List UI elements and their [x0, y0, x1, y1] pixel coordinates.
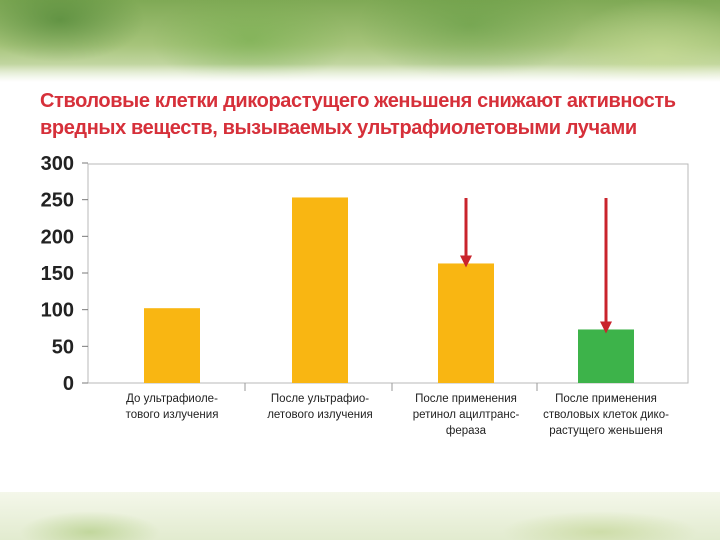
slide-title: Стволовые клетки дикорастущего женьшеня …	[40, 88, 700, 142]
x-category-label: После ультрафио-летового излучения	[267, 393, 373, 421]
y-tick-label: 100	[41, 300, 74, 322]
x-category-label-line: летового излучения	[267, 409, 373, 421]
y-tick-label: 250	[41, 190, 74, 212]
x-category-label-line: ретинол ацилтранс-	[413, 409, 520, 421]
y-tick-label: 50	[52, 336, 74, 358]
arrows	[460, 198, 612, 334]
slide-title-line-1: Стволовые клетки дикорастущего женьшеня …	[40, 90, 676, 112]
y-tick-label: 200	[41, 226, 74, 248]
x-category-label-line: После ультрафио-	[271, 393, 369, 405]
x-category-label-line: До ультрафиоле-	[126, 393, 218, 405]
x-category-label-line: тового излучения	[126, 409, 219, 421]
header-leaf-photo	[0, 0, 720, 82]
bar	[144, 308, 200, 383]
x-axis: До ультрафиоле-тового излучения После уль…	[126, 383, 669, 437]
bar	[292, 197, 348, 383]
footer-leaf-photo	[0, 492, 720, 540]
slide-title-line-2: вредных веществ, вызываемых ультрафиолет…	[40, 117, 637, 139]
x-category-label: После применения ретинол ацилтранс-фераза	[413, 393, 520, 437]
y-tick-label: 300	[41, 153, 74, 175]
y-tick-label: 150	[41, 263, 74, 285]
x-category-label-line: растущего женьшеня	[549, 425, 663, 437]
x-category-label: После применения стволовых клеток дико-ра…	[543, 393, 669, 437]
y-tick-label: 0	[63, 373, 74, 395]
bar	[578, 329, 634, 383]
down-arrow-head	[460, 255, 472, 268]
bar	[438, 263, 494, 383]
x-category-label-line: После применения	[555, 393, 657, 405]
x-category-label-line: стволовых клеток дико-	[543, 409, 669, 421]
x-category-label: До ультрафиоле-тового излучения	[126, 393, 219, 421]
down-arrow-head	[600, 321, 612, 334]
x-category-label-line: После применения	[415, 393, 517, 405]
bars	[144, 197, 634, 383]
x-category-label-line: фераза	[446, 425, 487, 437]
y-axis: 0 50 100 150 200 250 300	[41, 153, 88, 395]
